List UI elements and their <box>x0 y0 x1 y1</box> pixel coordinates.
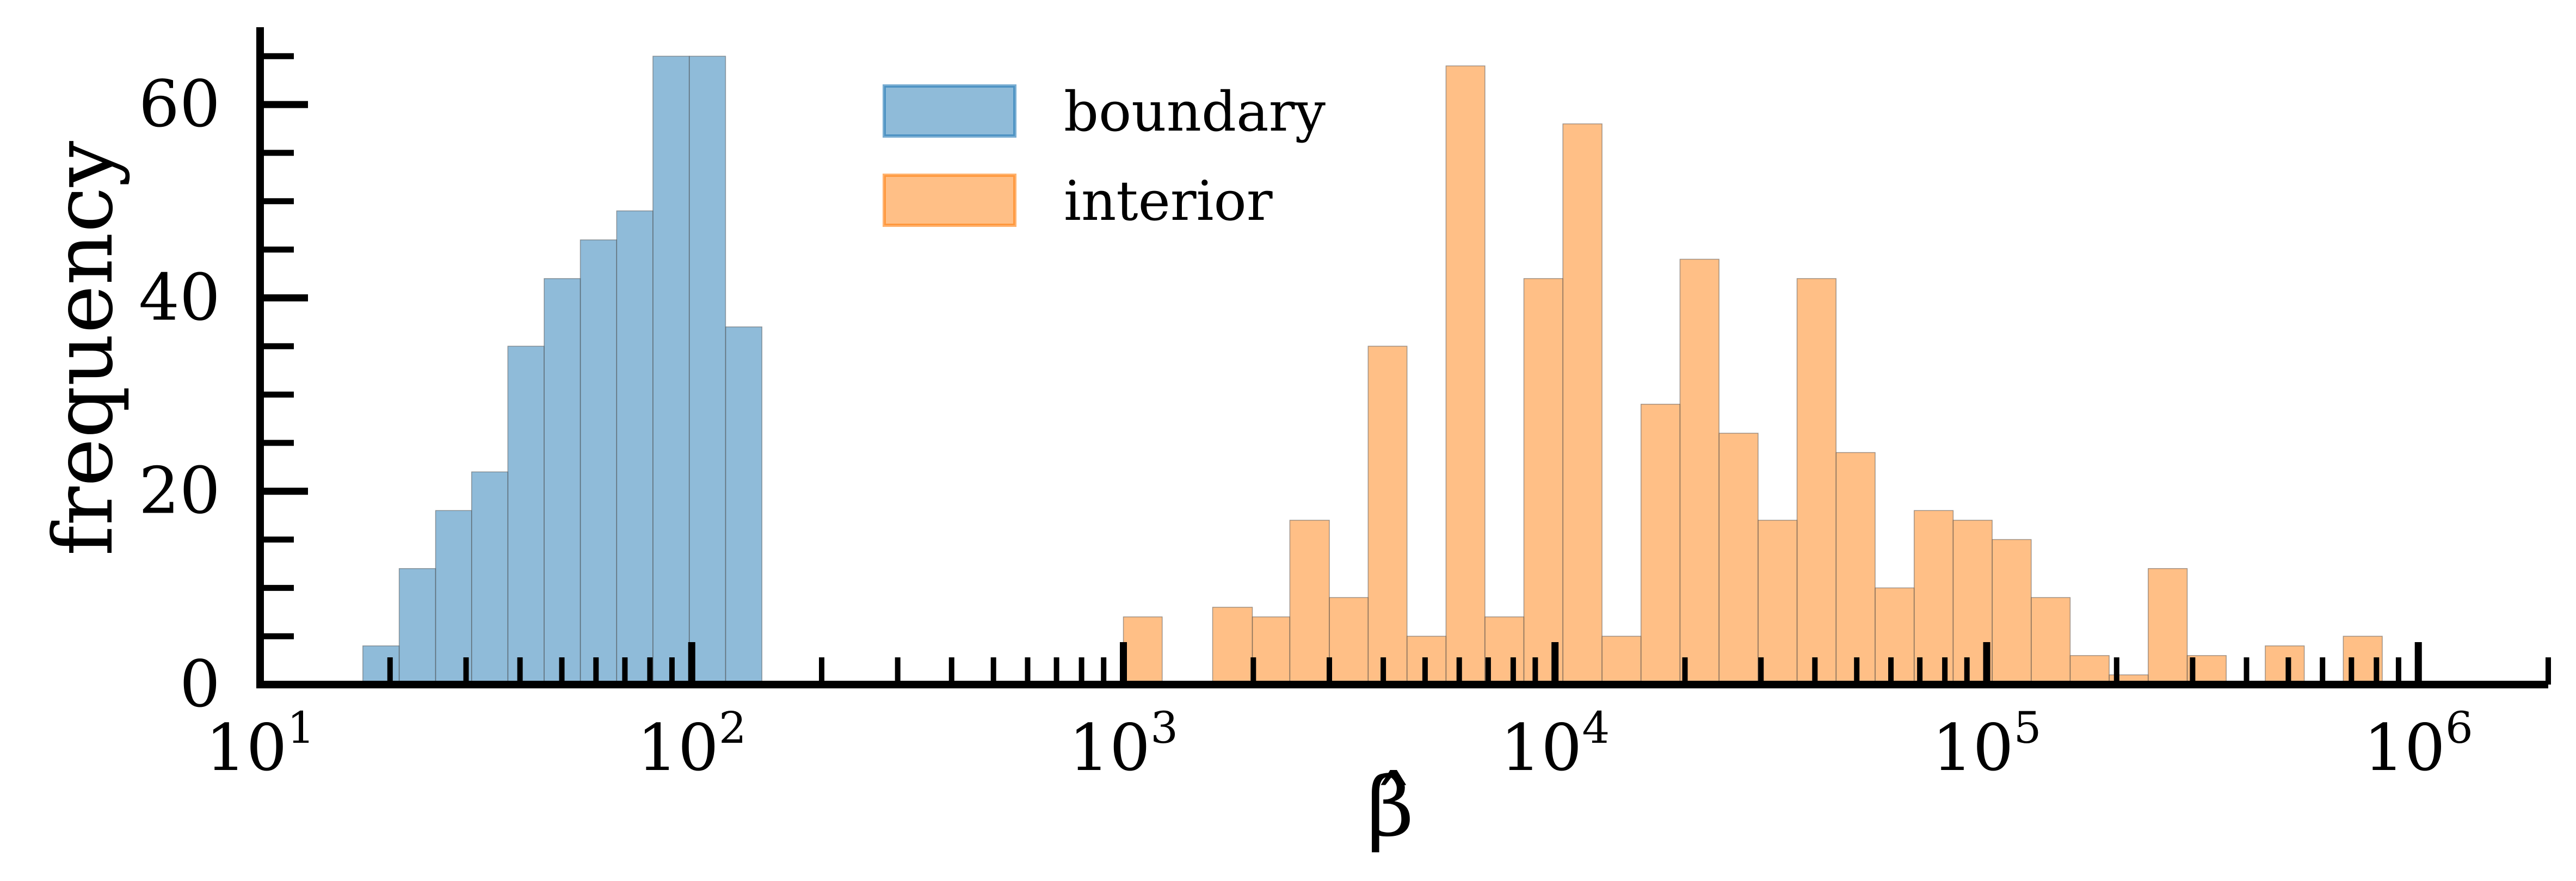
bar-interior-4 <box>1329 597 1369 685</box>
y-tick-label-60: 60 <box>139 66 220 141</box>
x-tick-label-4: 104 <box>1500 703 1610 785</box>
bar-interior-5 <box>1367 346 1408 685</box>
legend-label-boundary: boundary <box>1064 80 1326 144</box>
bar-interior-16 <box>1796 278 1837 685</box>
bar-interior-12 <box>1640 404 1681 685</box>
bar-interior-18 <box>1875 587 1915 685</box>
bar-interior-15 <box>1758 520 1798 685</box>
bar-interior-27 <box>2265 645 2305 685</box>
x-tick-label-5: 105 <box>1932 703 2041 785</box>
bar-boundary-0 <box>362 645 400 685</box>
legend-label-interior: interior <box>1064 169 1273 233</box>
bar-interior-19 <box>1913 510 1954 685</box>
x-axis-label: β̂ <box>1367 760 1414 855</box>
bar-interior-21 <box>1992 539 2032 685</box>
bar-boundary-10 <box>725 326 762 685</box>
bar-boundary-3 <box>471 471 509 685</box>
bar-interior-22 <box>2031 597 2071 685</box>
bars-layer <box>362 56 2383 685</box>
bar-interior-10 <box>1562 123 1603 685</box>
bar-interior-3 <box>1289 520 1330 685</box>
legend: boundary interior <box>883 80 1326 233</box>
y-tick-label-20: 20 <box>139 453 220 528</box>
x-tick-label-1: 101 <box>205 703 315 785</box>
labels-layer: 101 102 103 104 105 106 0 20 40 60 <box>139 66 2473 785</box>
bar-boundary-4 <box>507 346 545 685</box>
bar-boundary-5 <box>544 278 581 685</box>
ticks-layer <box>256 53 2551 685</box>
x-tick-label-2: 102 <box>637 703 747 785</box>
bar-interior-7 <box>1445 65 1486 685</box>
y-axis-label: frequency <box>36 140 131 556</box>
bar-boundary-2 <box>435 510 472 685</box>
bar-interior-1 <box>1212 607 1253 685</box>
x-tick-label-6: 106 <box>2364 703 2473 785</box>
bar-boundary-8 <box>652 56 690 685</box>
bar-interior-2 <box>1252 616 1291 685</box>
axes-layer <box>256 27 2548 688</box>
bar-interior-9 <box>1523 278 1563 685</box>
x-tick-label-3: 103 <box>1069 703 1178 785</box>
bar-interior-8 <box>1484 616 1525 685</box>
legend-swatch-interior <box>883 174 1016 227</box>
bar-boundary-6 <box>580 239 617 685</box>
bar-interior-23 <box>2069 655 2110 685</box>
bar-boundary-1 <box>398 568 436 685</box>
bar-interior-14 <box>1718 433 1759 685</box>
bar-interior-17 <box>1835 452 1876 685</box>
bar-interior-0 <box>1123 616 1163 685</box>
bar-boundary-9 <box>688 56 726 685</box>
y-tick-label-0: 0 <box>180 646 220 722</box>
y-tick-label-40: 40 <box>139 260 220 335</box>
bar-interior-25 <box>2148 568 2188 685</box>
bar-interior-11 <box>1601 636 1642 685</box>
bar-interior-13 <box>1679 258 1720 685</box>
legend-swatch-boundary <box>883 84 1016 138</box>
bar-boundary-7 <box>616 210 654 685</box>
